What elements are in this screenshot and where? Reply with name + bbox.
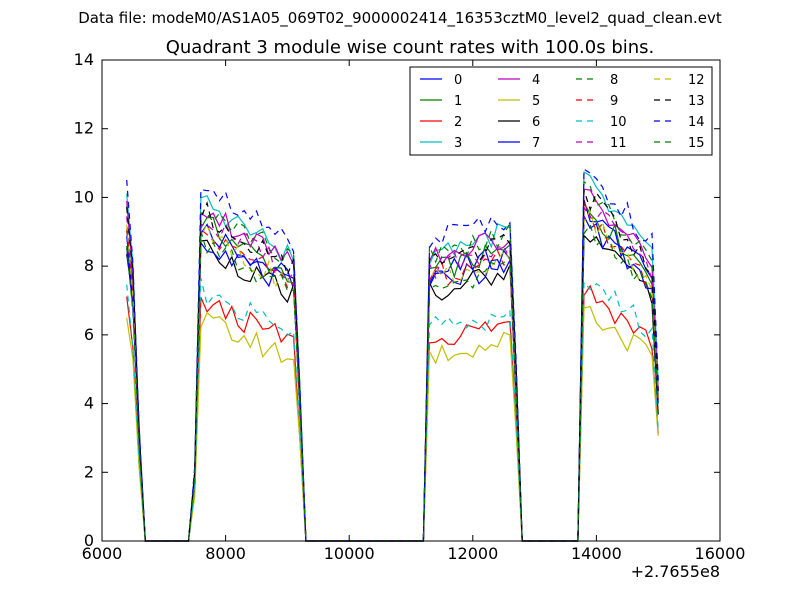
legend-label-10: 10 — [610, 115, 627, 130]
legend-label-4: 4 — [532, 73, 540, 88]
series-line-13 — [126, 189, 659, 542]
x-tick-label: 12000 — [447, 544, 498, 563]
legend-box — [409, 66, 713, 156]
legend-label-14: 14 — [688, 115, 705, 130]
y-tick-label: 4 — [84, 394, 94, 413]
series-line-8 — [126, 180, 659, 542]
chart-supertitle: Data file: modeM0/AS1A05_069T02_90000024… — [78, 9, 722, 28]
legend-label-7: 7 — [532, 136, 540, 151]
y-tick-label: 2 — [84, 462, 94, 481]
legend-label-5: 5 — [532, 94, 540, 109]
y-tick-label: 14 — [74, 50, 94, 69]
y-tick-label: 12 — [74, 119, 94, 138]
chart-title: Quadrant 3 module wise count rates with … — [166, 37, 655, 58]
legend-label-13: 13 — [688, 94, 705, 109]
legend-label-12: 12 — [688, 73, 705, 88]
series-line-15 — [126, 223, 659, 542]
x-offset-label: +2.7655e8 — [631, 562, 720, 581]
x-tick-label: 8000 — [205, 544, 246, 563]
x-tick-label: 10000 — [324, 544, 375, 563]
y-tick-label: 10 — [74, 187, 94, 206]
x-tick-label: 6000 — [82, 544, 123, 563]
legend-label-0: 0 — [454, 73, 462, 88]
legend-label-1: 1 — [454, 94, 462, 109]
x-tick-label: 14000 — [571, 544, 622, 563]
legend-label-15: 15 — [688, 136, 705, 151]
x-tick-label: 16000 — [695, 544, 746, 563]
y-tick-label: 0 — [84, 531, 94, 550]
legend-label-3: 3 — [454, 136, 462, 151]
plot-frame — [101, 59, 721, 542]
y-tick-label: 8 — [84, 256, 94, 275]
legend-label-6: 6 — [532, 115, 540, 130]
y-tick-label: 6 — [84, 325, 94, 344]
legend-label-11: 11 — [610, 136, 627, 151]
legend-label-8: 8 — [610, 73, 618, 88]
legend-label-2: 2 — [454, 115, 462, 130]
plot-area — [126, 168, 659, 542]
legend-label-9: 9 — [610, 94, 618, 109]
